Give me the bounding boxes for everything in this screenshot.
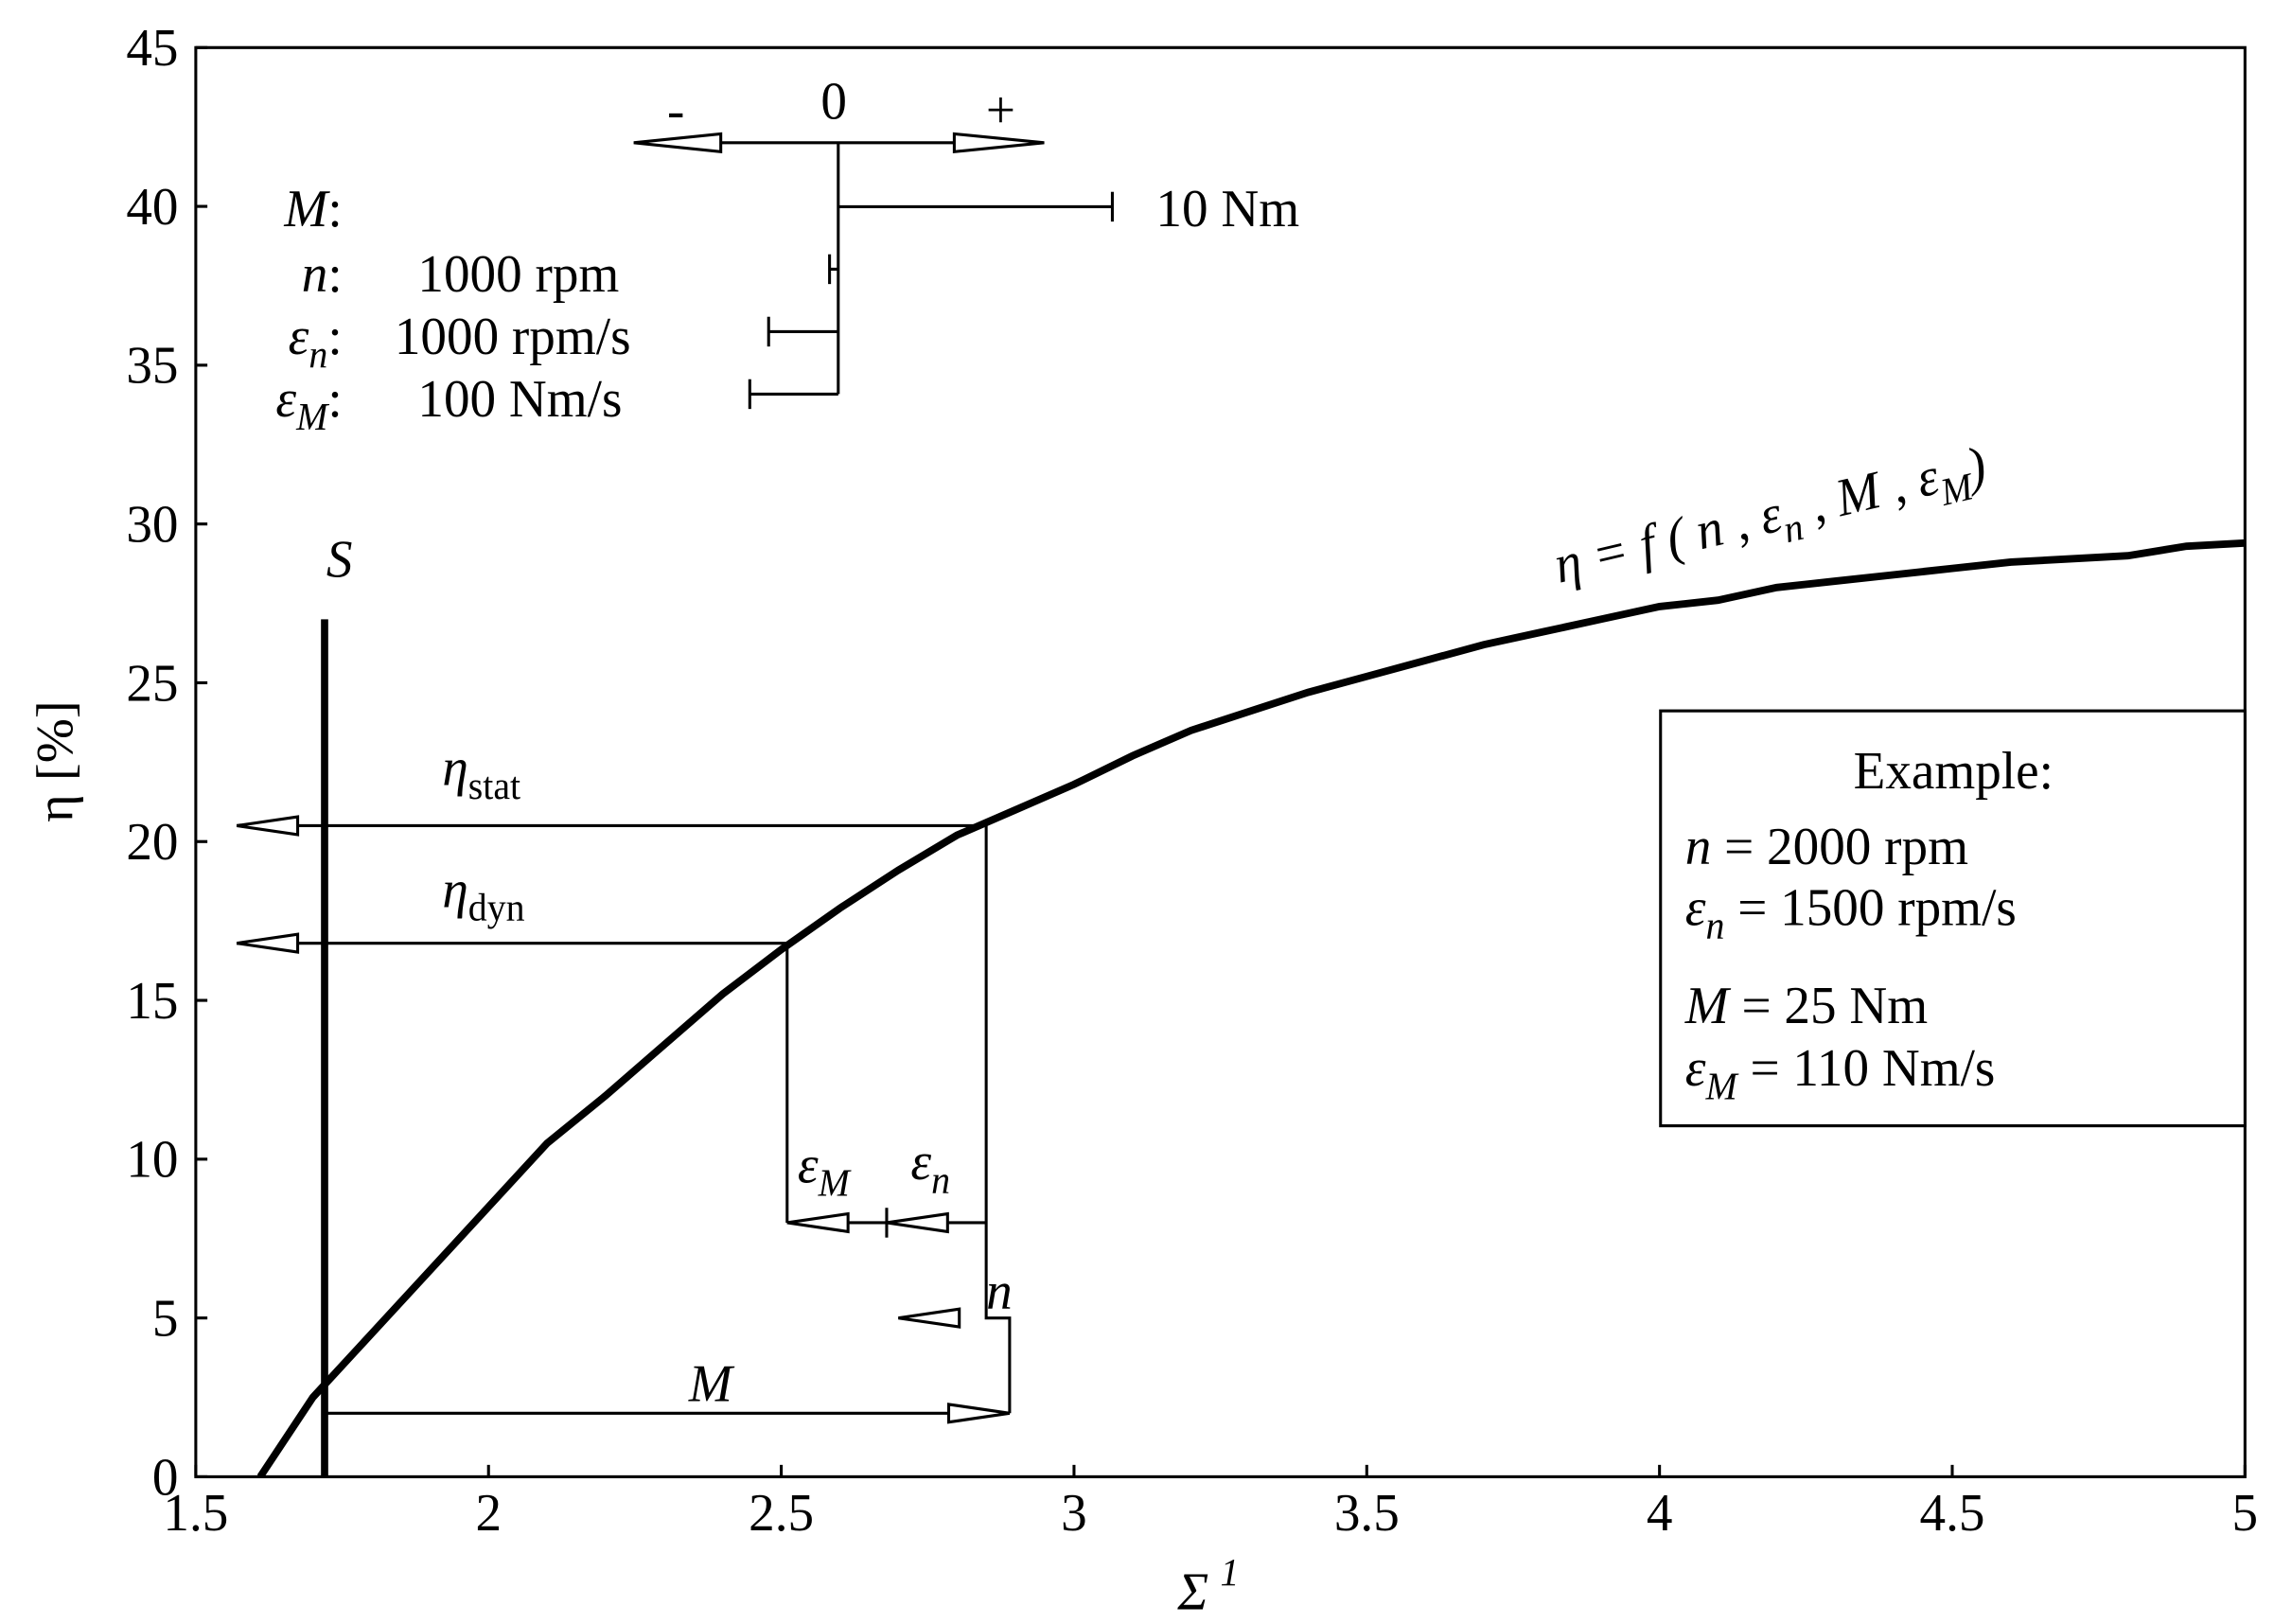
text-part: :	[327, 179, 342, 238]
x-axis-label-superscript: 1	[1220, 1551, 1239, 1595]
y-tick-label: 10	[126, 1130, 178, 1190]
subscript: n	[308, 333, 327, 377]
arrow-head	[898, 1307, 961, 1329]
arrow-head	[946, 1403, 1011, 1424]
scale-plus: +	[986, 81, 1015, 141]
arrow-head	[786, 1211, 850, 1234]
x-tick-label: 1.5	[163, 1483, 228, 1543]
text-part: M	[1684, 977, 1732, 1036]
text-part: M	[283, 179, 330, 238]
text-part: η	[442, 860, 467, 920]
text-part: :	[327, 307, 342, 366]
scale-key-symbol: εM:	[275, 369, 342, 438]
subscript: M	[818, 1161, 853, 1205]
y-tick-label: 35	[126, 336, 178, 396]
text-part: , M , ε	[1792, 447, 1944, 538]
y-tick-label: 25	[126, 654, 178, 714]
x-tick-label: 4	[1647, 1483, 1673, 1543]
subscript: stat	[468, 764, 520, 807]
subscript: M	[295, 396, 330, 439]
guide-line	[984, 825, 1012, 1414]
annotation-label: εn	[910, 1133, 950, 1202]
example-line: εM = 110 Nm/s	[1685, 1039, 1996, 1108]
text-part: ε	[289, 307, 309, 366]
text-part: M	[688, 1354, 735, 1414]
x-tick-label: 2.5	[749, 1483, 814, 1543]
x-axis-label-text: Σ	[1176, 1562, 1208, 1622]
y-tick-label: 15	[126, 971, 178, 1031]
curve	[256, 538, 2246, 1477]
annotation-label: ηstat	[442, 738, 520, 807]
scale-key-value: 100 Nm/s	[417, 369, 622, 429]
y-tick-label: 0	[152, 1448, 179, 1508]
scale-key-value: 10 Nm	[1155, 179, 1299, 238]
example-box	[1659, 709, 2247, 1128]
x-tick-label: 3	[1061, 1483, 1087, 1543]
y-tick-label: 5	[152, 1289, 179, 1349]
text-part: n	[1685, 817, 1712, 876]
text-part: ε	[798, 1136, 819, 1195]
annotation-label: M	[688, 1354, 735, 1414]
scale-key-value: 1000 rpm	[417, 244, 619, 304]
scale-zero: 0	[820, 72, 847, 132]
text-part: n	[986, 1262, 1013, 1321]
y-tick-label: 30	[126, 495, 178, 555]
scale-key-value: 1000 rpm/s	[395, 307, 631, 366]
annotation-label: S	[326, 530, 353, 590]
y-tick-label: 20	[126, 813, 178, 873]
text-part: ε	[910, 1133, 931, 1192]
scale-key-symbol: εn:	[289, 307, 343, 376]
text-part: = 110 Nm/s	[1737, 1039, 1996, 1099]
annotation-label: ηdyn	[442, 860, 524, 929]
example-line: n = 2000 rpm	[1685, 817, 1968, 876]
annotation-label: n	[986, 1262, 1013, 1321]
text-part: ε	[1685, 1039, 1706, 1099]
x-tick-label: 4.5	[1920, 1483, 1985, 1543]
subscript: n	[1706, 904, 1725, 947]
arrow-head	[886, 1211, 949, 1234]
scale-arrow-left	[633, 132, 723, 154]
curve-label: η = f ( n , εn , M , εM)	[1549, 435, 1994, 604]
example-title: Example:	[1854, 741, 2054, 801]
arrow-head	[236, 932, 300, 954]
x-tick-label: 2	[475, 1483, 502, 1543]
text-part: ε	[1685, 878, 1706, 938]
text-part: η = f ( n , ε	[1549, 484, 1788, 594]
annotation-label: εM	[798, 1136, 852, 1205]
arrow-head	[236, 815, 300, 837]
scale-key-bars	[633, 132, 1114, 410]
text-part: :	[327, 244, 342, 304]
text-part: :	[327, 369, 342, 429]
text-part: = 1500 rpm/s	[1724, 878, 2016, 938]
x-tick-label: 3.5	[1334, 1483, 1400, 1543]
y-tick-label: 40	[126, 177, 178, 237]
text-part: ε	[275, 369, 296, 429]
example-line: εn = 1500 rpm/s	[1685, 878, 2017, 947]
text-part: η	[442, 738, 467, 798]
text-part: S	[326, 530, 353, 590]
scale-key-symbol: n:	[302, 244, 343, 304]
scale-key-symbol: M:	[283, 179, 342, 238]
subscript: dyn	[468, 886, 525, 929]
subscript: M	[1705, 1065, 1740, 1108]
text-part: n	[302, 244, 328, 304]
subscript: n	[931, 1158, 950, 1202]
example-line: M = 25 Nm	[1684, 977, 1928, 1036]
scale-minus: -	[667, 81, 684, 141]
scale-arrow-right	[952, 132, 1045, 154]
y-axis-label: η [%]	[26, 700, 84, 822]
x-tick-label: 5	[2232, 1483, 2259, 1543]
text-part: = 25 Nm	[1729, 977, 1928, 1036]
text-part: = 2000 rpm	[1711, 817, 1968, 876]
y-tick-label: 45	[126, 19, 178, 79]
